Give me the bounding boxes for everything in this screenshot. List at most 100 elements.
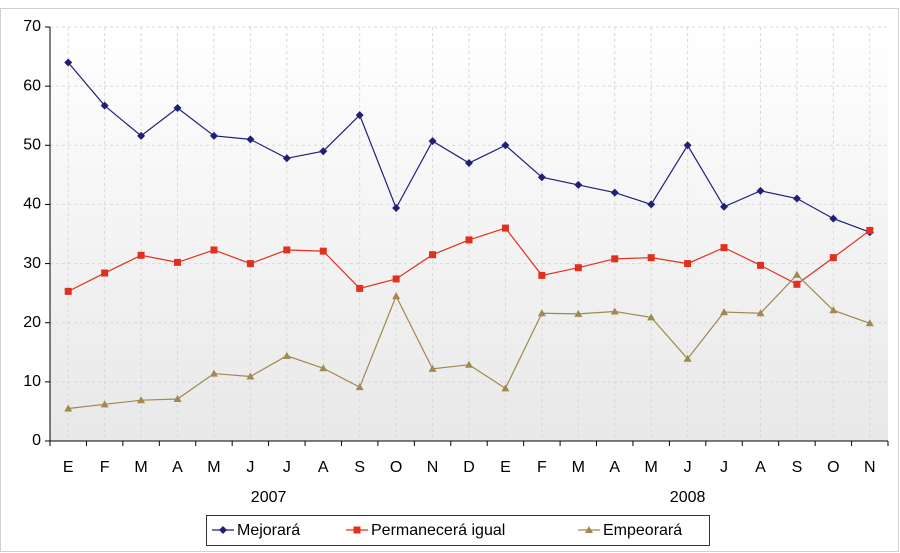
point bbox=[574, 264, 582, 272]
point bbox=[392, 203, 401, 212]
point bbox=[792, 270, 801, 278]
point bbox=[356, 284, 364, 292]
x-tick-label: M bbox=[207, 459, 220, 476]
point bbox=[866, 226, 874, 234]
y-tick-label: 70 bbox=[23, 18, 41, 35]
x-tick-label: M bbox=[572, 459, 585, 476]
x-tick-label: A bbox=[755, 459, 766, 476]
point bbox=[647, 313, 656, 321]
point bbox=[429, 251, 437, 259]
point bbox=[209, 131, 218, 140]
point bbox=[501, 141, 510, 150]
series bbox=[64, 270, 874, 412]
y-tick-label: 50 bbox=[23, 137, 41, 154]
point bbox=[355, 383, 364, 391]
point bbox=[174, 258, 182, 266]
x-tick-label: O bbox=[827, 459, 839, 476]
point bbox=[282, 351, 291, 359]
x-tick-label: J bbox=[283, 459, 291, 476]
point bbox=[756, 186, 765, 195]
y-tick-label: 60 bbox=[23, 77, 41, 94]
point bbox=[829, 254, 837, 262]
point bbox=[355, 111, 364, 120]
point bbox=[137, 396, 146, 404]
point bbox=[100, 400, 109, 408]
x-tick-label: J bbox=[684, 459, 692, 476]
x-tick-label: A bbox=[318, 459, 329, 476]
point bbox=[210, 246, 218, 254]
legend-label: Empeorará bbox=[603, 522, 682, 539]
x-tick-label: N bbox=[864, 459, 876, 476]
year-label: 2007 bbox=[251, 489, 287, 506]
point bbox=[683, 354, 692, 362]
legend-label: Mejorará bbox=[237, 522, 300, 539]
x-tick-label: M bbox=[645, 459, 658, 476]
point bbox=[792, 194, 801, 203]
x-tick-label: F bbox=[537, 459, 547, 476]
point bbox=[793, 280, 801, 288]
point bbox=[246, 372, 255, 380]
point bbox=[392, 292, 401, 300]
point bbox=[465, 159, 473, 168]
point bbox=[64, 404, 73, 412]
x-tick-label: J bbox=[246, 459, 254, 476]
point bbox=[101, 269, 109, 277]
x-tick-label: E bbox=[63, 459, 74, 476]
x-tick-label: S bbox=[354, 459, 365, 476]
point bbox=[829, 306, 838, 314]
point bbox=[574, 309, 583, 317]
point bbox=[501, 384, 510, 392]
y-tick-label: 40 bbox=[23, 196, 41, 213]
point bbox=[574, 180, 583, 189]
point bbox=[319, 364, 328, 372]
x-tick-label: E bbox=[500, 459, 511, 476]
x-tick-label: J bbox=[720, 459, 728, 476]
point bbox=[137, 131, 146, 140]
point bbox=[173, 104, 182, 113]
x-tick-label: A bbox=[609, 459, 620, 476]
point bbox=[501, 224, 509, 232]
point bbox=[537, 173, 546, 182]
point bbox=[537, 309, 546, 317]
point bbox=[465, 360, 473, 368]
legend-marker bbox=[585, 526, 593, 533]
point bbox=[392, 275, 400, 283]
series bbox=[64, 58, 874, 237]
point bbox=[684, 260, 692, 268]
point bbox=[538, 271, 546, 279]
point bbox=[173, 395, 182, 403]
point bbox=[283, 246, 291, 254]
point bbox=[610, 307, 619, 315]
y-tick-label: 30 bbox=[23, 255, 41, 272]
legend-marker bbox=[353, 526, 361, 534]
point bbox=[137, 251, 145, 259]
point bbox=[720, 244, 728, 252]
point bbox=[647, 200, 656, 209]
point bbox=[756, 261, 764, 269]
point bbox=[720, 308, 729, 316]
point bbox=[246, 260, 254, 268]
x-tick-label: M bbox=[134, 459, 147, 476]
point bbox=[64, 287, 72, 295]
x-tick-label: N bbox=[427, 459, 439, 476]
y-tick-label: 10 bbox=[23, 373, 41, 390]
point bbox=[865, 319, 874, 327]
point bbox=[100, 101, 109, 110]
point bbox=[319, 247, 327, 255]
x-tick-label: S bbox=[792, 459, 803, 476]
point bbox=[829, 214, 838, 223]
series bbox=[64, 224, 874, 295]
point bbox=[428, 364, 437, 372]
point bbox=[610, 188, 619, 197]
x-tick-label: A bbox=[172, 459, 183, 476]
point bbox=[64, 58, 73, 67]
x-tick-label: O bbox=[390, 459, 402, 476]
point bbox=[683, 141, 692, 150]
point bbox=[282, 154, 291, 163]
year-label: 2008 bbox=[670, 489, 706, 506]
x-tick-label: F bbox=[100, 459, 110, 476]
y-tick-label: 20 bbox=[23, 314, 41, 331]
x-tick-label: D bbox=[463, 459, 475, 476]
legend-label: Permanecerá igual bbox=[371, 522, 505, 539]
